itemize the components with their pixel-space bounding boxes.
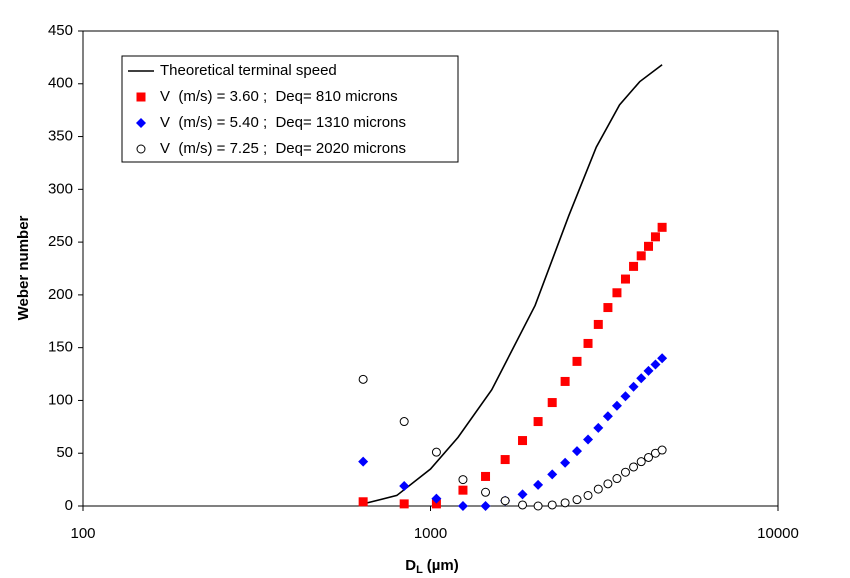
circle-marker (458, 475, 468, 485)
legend-label: V (m/s) = 3.60 ; Deq= 810 microns (160, 88, 398, 105)
legend-box (121, 55, 459, 163)
diamond-marker (399, 480, 410, 491)
x-tick-label: 100 (70, 525, 95, 542)
circle-marker (533, 501, 543, 511)
circle-marker (431, 447, 441, 457)
square-marker (593, 319, 603, 329)
circle-marker (629, 462, 639, 472)
square-marker (399, 499, 409, 509)
diamond-marker (620, 391, 631, 402)
y-tick-label: 450 (48, 22, 73, 39)
square-marker (431, 499, 441, 509)
diamond-marker (583, 434, 594, 445)
y-tick-label: 0 (65, 497, 73, 514)
square-marker (603, 303, 613, 313)
square-marker (636, 251, 646, 261)
circle-marker (547, 500, 557, 510)
y-tick-label: 250 (48, 233, 73, 250)
circle-marker (572, 495, 582, 505)
square-marker (533, 417, 543, 427)
square-marker (518, 436, 528, 446)
diamond-marker (517, 489, 528, 500)
square-marker (657, 222, 667, 232)
x-label-sub: L (416, 564, 423, 576)
y-tick-label: 50 (56, 444, 73, 461)
circle-marker (518, 500, 528, 510)
legend-marker (136, 118, 146, 128)
diamond-marker (533, 479, 544, 490)
x-tick-label: 1000 (414, 525, 447, 542)
square-marker (358, 497, 368, 507)
circle-marker (593, 484, 603, 494)
circle-marker (657, 445, 667, 455)
circle-marker (481, 487, 491, 497)
diamond-marker (480, 501, 491, 511)
diamond-marker (636, 373, 647, 384)
circle-marker (620, 467, 630, 477)
square-marker (629, 261, 639, 271)
circle-marker (560, 498, 570, 508)
square-marker (500, 455, 510, 465)
square-marker (547, 398, 557, 408)
diamond-marker (657, 353, 668, 364)
x-label-main: D (405, 557, 416, 574)
x-tick-label: 10000 (757, 525, 799, 542)
circle-marker (636, 457, 646, 467)
square-marker (612, 288, 622, 298)
diamond-marker (358, 456, 369, 467)
diamond-marker (643, 365, 654, 376)
diamond-marker (431, 493, 442, 504)
diamond-marker (547, 469, 558, 480)
x-label-unit: (µm) (427, 557, 459, 574)
square-marker (620, 274, 630, 284)
circle-marker (644, 452, 654, 462)
circle-marker (500, 496, 510, 506)
x-axis-label: DL (µm) (405, 557, 459, 576)
legend-label: V (m/s) = 7.25 ; Deq= 2020 microns (160, 140, 406, 157)
square-marker (572, 356, 582, 366)
y-tick-label: 300 (48, 180, 73, 197)
diamond-marker (650, 359, 661, 370)
y-tick-label: 350 (48, 128, 73, 145)
circle-marker (358, 374, 368, 384)
square-marker (458, 485, 468, 495)
square-marker (650, 232, 660, 242)
square-marker (481, 471, 491, 481)
y-axis-label: Weber number (15, 215, 32, 320)
y-tick-label: 200 (48, 286, 73, 303)
y-tick-label: 100 (48, 391, 73, 408)
square-marker (560, 376, 570, 386)
theory-line (362, 64, 663, 505)
circle-marker (399, 417, 409, 427)
diamond-marker (457, 501, 468, 511)
square-marker (644, 241, 654, 251)
y-tick-label: 150 (48, 339, 73, 356)
diamond-marker (611, 400, 622, 411)
diamond-marker (628, 381, 639, 392)
legend-label: Theoretical terminal speed (160, 62, 337, 79)
diamond-marker (593, 422, 604, 433)
legend-label: V (m/s) = 5.40 ; Deq= 1310 microns (160, 114, 406, 131)
legend-marker (136, 92, 146, 102)
y-tick-label: 400 (48, 75, 73, 92)
circle-marker (583, 490, 593, 500)
legend-marker (136, 144, 146, 154)
circle-marker (612, 474, 622, 484)
diamond-marker (602, 411, 613, 422)
square-marker (583, 338, 593, 348)
diamond-marker (572, 446, 583, 457)
circle-marker (603, 479, 613, 489)
diamond-marker (560, 457, 571, 468)
